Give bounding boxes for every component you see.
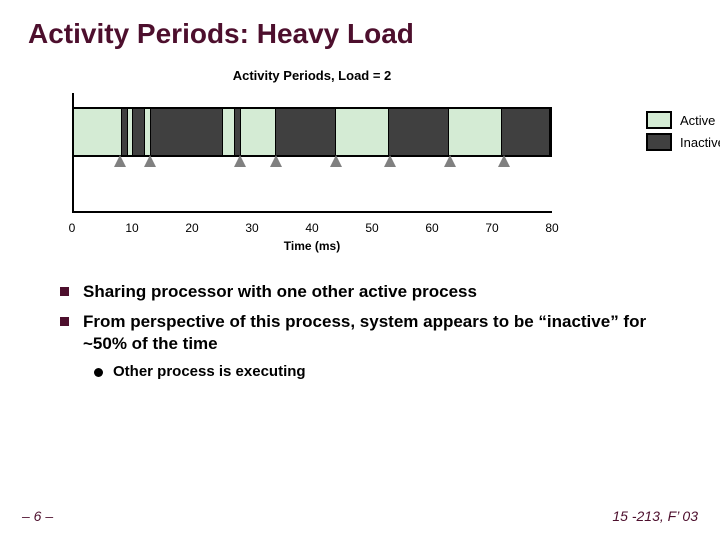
legend: Active Inactive [646,111,720,155]
marker-icon [384,155,396,167]
tick-label: 60 [425,221,438,235]
marker-icon [114,155,126,167]
plot: 01020304050607080 Time (ms) ActiveInacti… [72,93,720,213]
active-segment [74,109,122,155]
tick-label: 0 [69,221,76,235]
inactive-segment [133,109,145,155]
tick-label: 50 [365,221,378,235]
tick-label: 40 [305,221,318,235]
activity-bar [72,107,552,157]
bullet-level1: Sharing processor with one other active … [60,281,672,303]
marker-icon [330,155,342,167]
active-segment [223,109,235,155]
tick-label: 20 [185,221,198,235]
inactive-segment [502,109,550,155]
legend-item: Inactive [646,133,720,151]
marker-icon [144,155,156,167]
slide-title: Activity Periods: Heavy Load [0,0,720,50]
legend-label: Active [680,113,715,128]
chart-title: Activity Periods, Load = 2 [72,68,552,83]
square-bullet-icon [60,287,69,296]
tick-label: 10 [125,221,138,235]
marker-icon [270,155,282,167]
x-axis-label: Time (ms) [72,239,552,253]
legend-swatch [646,133,672,151]
inactive-segment [276,109,336,155]
tick-label: 80 [545,221,558,235]
bullet-level1: From perspective of this process, system… [60,311,672,355]
x-axis [72,211,552,213]
bullet-text: Sharing processor with one other active … [83,281,477,303]
bullet-text: Other process is executing [113,363,306,380]
bullet-text: From perspective of this process, system… [83,311,672,355]
legend-swatch [646,111,672,129]
tick-label: 70 [485,221,498,235]
footer-page-number: – 6 – [22,508,53,524]
footer-course-id: 15 -213, F’ 03 [612,508,698,524]
marker-icon [234,155,246,167]
active-segment [241,109,277,155]
disc-bullet-icon [94,368,103,377]
inactive-segment [151,109,222,155]
square-bullet-icon [60,317,69,326]
inactive-segment [389,109,449,155]
marker-icon [498,155,510,167]
bullet-list: Sharing processor with one other active … [60,281,672,380]
bullet-level2: Other process is executing [94,363,672,380]
marker-icon [444,155,456,167]
legend-label: Inactive [680,135,720,150]
tick-label: 30 [245,221,258,235]
legend-item: Active [646,111,720,129]
active-segment [449,109,503,155]
active-segment [336,109,390,155]
chart-area: Activity Periods, Load = 2 0102030405060… [0,68,720,213]
